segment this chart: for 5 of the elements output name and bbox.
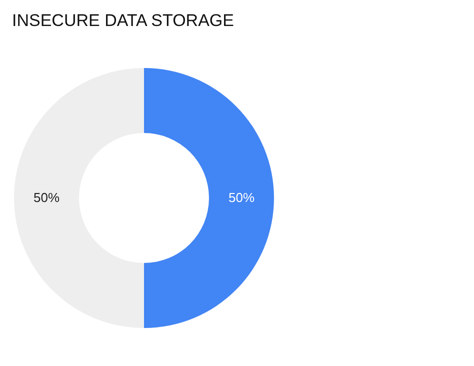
chart-title: INSECURE DATA STORAGE — [12, 11, 234, 30]
data-label: 50% — [33, 190, 60, 205]
data-label: 50% — [228, 190, 255, 205]
donut-slice — [144, 68, 274, 328]
donut-slice — [14, 68, 144, 328]
